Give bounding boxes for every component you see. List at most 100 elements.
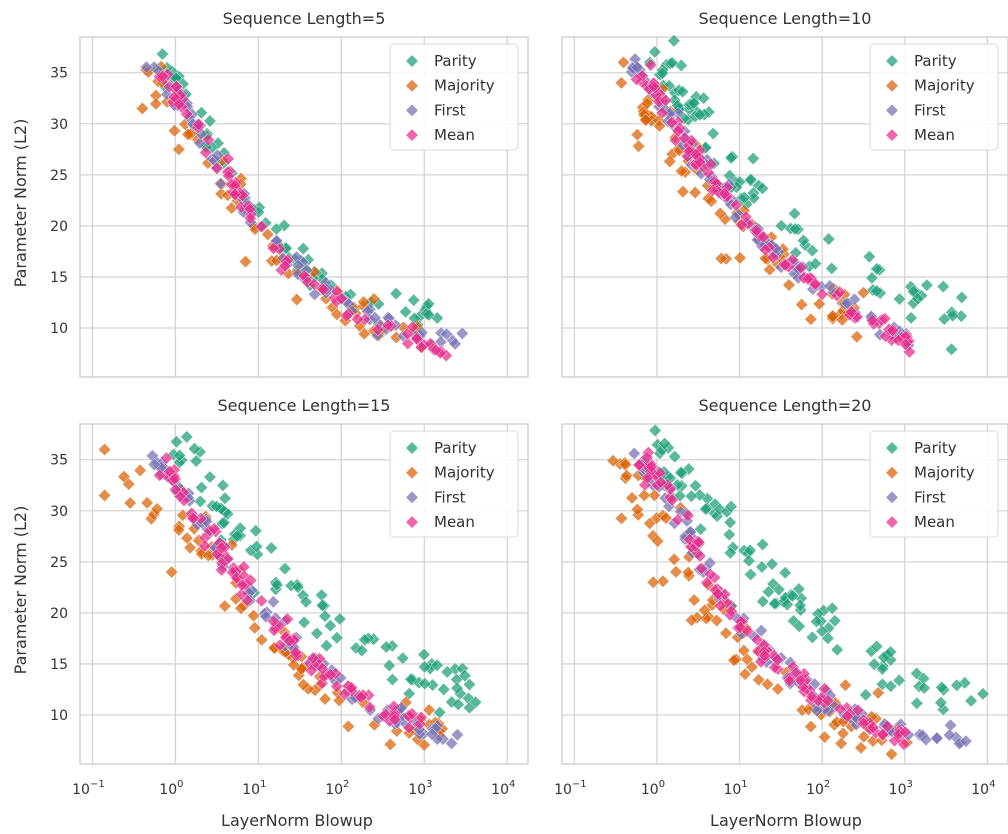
point-mean <box>371 323 385 337</box>
point-parity <box>422 297 436 311</box>
point-mean <box>240 593 254 607</box>
point-mean <box>794 261 808 275</box>
point-parity <box>792 582 806 596</box>
point-first <box>160 87 174 101</box>
point-mean <box>892 333 906 348</box>
point-majority <box>681 565 695 580</box>
point-mean <box>689 147 703 162</box>
point-parity <box>946 309 960 323</box>
point-mean <box>671 124 685 138</box>
point-mean <box>729 198 743 212</box>
point-parity <box>445 695 459 709</box>
point-parity <box>169 435 184 449</box>
point-mean <box>429 343 443 357</box>
point-majority <box>733 251 747 265</box>
point-parity <box>676 85 690 99</box>
point-mean <box>244 573 258 587</box>
point-parity <box>440 665 454 679</box>
point-parity <box>389 286 403 301</box>
point-parity <box>910 696 924 710</box>
point-parity <box>264 541 278 555</box>
point-parity <box>315 598 329 612</box>
point-parity <box>697 91 711 105</box>
point-mean <box>739 210 753 224</box>
point-first <box>368 311 382 325</box>
point-majority <box>656 574 670 588</box>
legend-label-first: First <box>914 101 946 119</box>
point-parity <box>892 292 907 306</box>
point-parity <box>382 658 396 673</box>
point-parity <box>944 342 959 356</box>
point-mean <box>156 69 170 83</box>
point-majority <box>225 538 239 552</box>
legend-marker-first <box>885 490 899 504</box>
point-mean <box>647 79 661 93</box>
point-majority <box>685 613 699 627</box>
point-parity <box>822 232 836 246</box>
point-parity <box>796 233 811 247</box>
point-mean <box>693 549 707 563</box>
point-parity <box>793 598 807 612</box>
point-parity <box>825 261 839 276</box>
point-parity <box>935 680 949 694</box>
point-mean <box>266 241 280 255</box>
point-mean <box>410 331 424 346</box>
point-majority <box>647 488 661 502</box>
point-parity <box>755 560 769 574</box>
point-parity <box>765 557 779 571</box>
point-parity <box>934 696 948 710</box>
point-mean <box>198 539 212 553</box>
point-parity <box>437 682 451 696</box>
legend-label-first: First <box>434 101 466 119</box>
point-majority <box>135 101 149 116</box>
legend-label-mean: Mean <box>434 126 475 144</box>
point-majority <box>763 263 777 277</box>
point-first <box>213 177 228 191</box>
point-parity <box>194 480 209 495</box>
point-parity <box>865 271 879 285</box>
point-parity <box>746 152 760 166</box>
point-parity <box>291 580 305 594</box>
point-majority <box>637 488 651 503</box>
point-parity <box>699 502 713 516</box>
point-majority <box>834 736 848 751</box>
point-mean <box>717 186 732 201</box>
legend-label-first: First <box>434 488 466 506</box>
point-mean <box>304 664 318 678</box>
point-parity <box>870 262 884 276</box>
point-majority <box>669 565 683 579</box>
point-parity <box>296 242 310 256</box>
legend-marker-mean <box>405 128 419 142</box>
y-tick-label: 25 <box>50 168 68 184</box>
point-majority <box>150 502 164 516</box>
point-parity <box>270 578 284 592</box>
point-mean <box>659 93 673 108</box>
point-mean <box>243 211 257 225</box>
point-first <box>147 457 161 472</box>
point-mean <box>640 450 654 464</box>
point-parity <box>713 502 727 516</box>
point-parity <box>780 598 794 612</box>
panel-title: Sequence Length=5 <box>223 9 386 28</box>
point-majority <box>98 442 112 457</box>
point-parity <box>297 615 311 629</box>
point-majority <box>740 652 754 666</box>
point-parity <box>950 678 964 692</box>
legend-marker-majority <box>405 466 419 480</box>
point-mean <box>201 133 216 147</box>
point-mean <box>344 681 359 695</box>
point-mean <box>815 287 829 301</box>
point-majority <box>639 113 653 127</box>
x-tick-label: 100 <box>159 779 183 798</box>
point-parity <box>655 66 670 80</box>
point-mean <box>228 187 242 201</box>
point-majority <box>261 227 275 241</box>
axes-frame <box>561 423 1008 765</box>
point-mean <box>635 69 649 83</box>
point-majority <box>172 523 186 537</box>
point-mean <box>808 277 822 291</box>
point-mean <box>886 323 900 338</box>
point-parity <box>230 529 244 543</box>
point-parity <box>450 681 464 695</box>
